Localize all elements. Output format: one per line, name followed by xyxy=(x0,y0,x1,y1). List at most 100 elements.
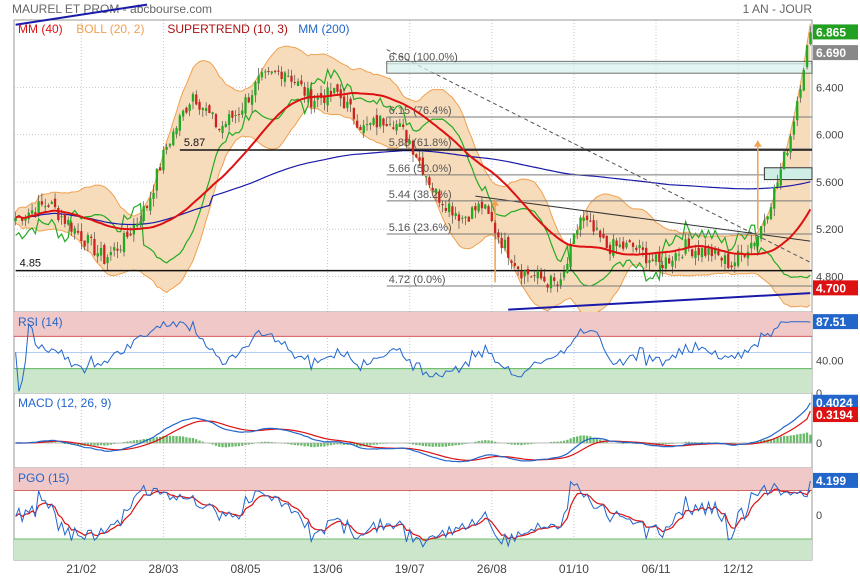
macd-hist-bar xyxy=(122,442,126,443)
candle-body xyxy=(201,108,204,111)
macd-hist-bar xyxy=(562,440,566,443)
signal-arrow-head xyxy=(491,199,500,206)
candle-body xyxy=(375,115,379,128)
fibonacci-label: 6.60 (100.0%) xyxy=(389,52,458,64)
candle-body xyxy=(553,277,556,281)
pgo-tick-label: 0 xyxy=(816,510,822,522)
macd-last-badge xyxy=(813,407,858,423)
macd-hist-bar xyxy=(789,435,792,443)
macd-hist-bar xyxy=(379,443,382,444)
legend-entry: BOLL (20, 2) xyxy=(76,22,144,36)
macd-hist-bar xyxy=(109,443,113,445)
candle-body xyxy=(526,268,530,275)
candle-body xyxy=(57,207,60,220)
candle-body xyxy=(707,248,710,255)
candle-body xyxy=(572,233,576,244)
macd-hist-bar xyxy=(664,443,668,445)
macd-hist-bar xyxy=(592,437,595,443)
macd-hist-bar xyxy=(290,443,293,445)
macd-hist-bar xyxy=(441,443,444,447)
candle-body xyxy=(398,123,402,127)
candle-body xyxy=(30,210,34,214)
macd-hist-bar xyxy=(237,443,241,447)
macd-hist-bar xyxy=(306,443,310,447)
macd-hist-bar xyxy=(507,443,510,445)
candle-body xyxy=(227,114,231,125)
candle-body xyxy=(658,253,661,263)
macd-hist-bar xyxy=(113,443,116,444)
macd-hist-bar xyxy=(201,441,204,443)
candle-body xyxy=(736,250,740,266)
candle-body xyxy=(457,214,461,221)
macd-hist-bar xyxy=(224,443,227,448)
macd-hist-bar xyxy=(47,442,50,443)
candle-body xyxy=(208,105,211,114)
candle-body xyxy=(533,275,536,277)
candle-body xyxy=(428,177,431,185)
candle-body xyxy=(694,251,697,258)
signal-arrow-head xyxy=(753,140,762,147)
candle-body xyxy=(221,125,224,133)
macd-hist-bar xyxy=(264,441,267,443)
candle-body xyxy=(556,284,559,286)
pgo-last-label: 4.199 xyxy=(816,474,846,488)
candle-body xyxy=(90,236,93,238)
candle-body xyxy=(490,211,493,222)
macd-hist-bar xyxy=(375,443,379,445)
pgo-overbought-zone xyxy=(14,468,812,491)
candle-body xyxy=(638,245,641,249)
candle-body xyxy=(362,125,365,134)
candle-body xyxy=(218,129,221,131)
candle-body xyxy=(40,201,44,205)
macd-hist-bar xyxy=(214,443,218,446)
macd-hist-bar xyxy=(690,442,694,443)
candle-body xyxy=(569,243,572,268)
macd-hist-bar xyxy=(516,443,520,445)
macd-hist-bar xyxy=(244,443,247,445)
candle-body xyxy=(493,222,497,234)
candle-body xyxy=(257,75,260,84)
macd-hist-bar xyxy=(63,443,67,445)
macd-hist-bar xyxy=(579,435,582,443)
macd-hist-bar xyxy=(241,443,244,446)
candle-body xyxy=(497,232,500,238)
y-tick-label: 5.200 xyxy=(816,224,844,236)
supertrend-line xyxy=(15,67,811,287)
macd-hist-bar xyxy=(658,443,661,445)
candle-body xyxy=(293,82,296,84)
bollinger-band-fill xyxy=(15,23,811,316)
candle-body xyxy=(464,216,467,219)
candle-body xyxy=(93,238,96,256)
macd-hist-bar xyxy=(181,436,185,443)
candle-body xyxy=(622,241,625,249)
candle-body xyxy=(198,101,201,110)
macd-hist-bar xyxy=(158,436,162,443)
macd-last-label: 0.4024 xyxy=(816,396,853,410)
macd-hist-bar xyxy=(329,443,333,446)
candle-body xyxy=(191,94,195,102)
candle-body xyxy=(382,118,385,126)
y-tick-label: 6.000 xyxy=(816,130,844,142)
macd-hist-bar xyxy=(339,443,342,445)
candle-body xyxy=(477,203,480,212)
candle-body xyxy=(615,240,618,247)
candle-body xyxy=(447,203,451,213)
candle-body xyxy=(379,115,382,127)
fibonacci-label: 4.72 (0.0%) xyxy=(389,274,446,286)
candle-body xyxy=(681,257,684,259)
candle-body xyxy=(562,271,566,278)
macd-hist-bar xyxy=(99,443,103,446)
candle-body xyxy=(280,71,283,80)
candle-body xyxy=(372,118,375,125)
macd-hist-bar xyxy=(671,443,674,444)
x-tick-label: 01/10 xyxy=(559,562,589,576)
rsi-overbought-zone xyxy=(14,312,812,337)
candle-body xyxy=(145,205,149,209)
macd-hist-bar xyxy=(296,443,300,446)
y-tick-label: 6.400 xyxy=(816,82,844,94)
rsi-last-label: 87.51 xyxy=(816,315,846,329)
candle-body xyxy=(165,146,168,150)
candle-body xyxy=(316,96,319,100)
macd-hist-bar xyxy=(605,441,608,443)
